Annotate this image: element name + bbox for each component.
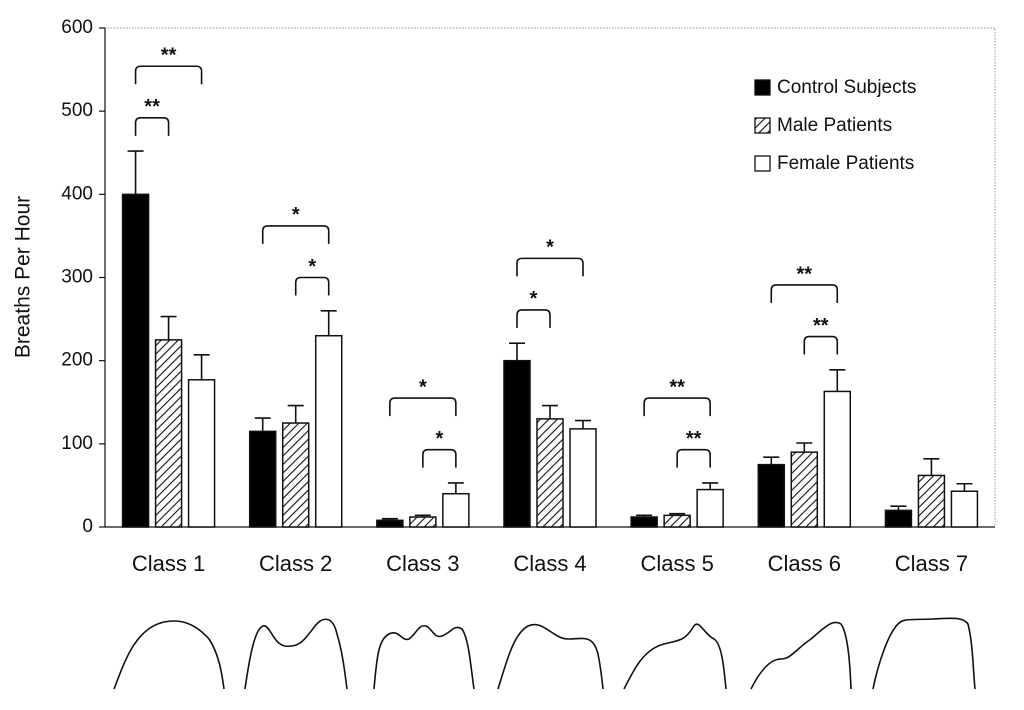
significance-bracket xyxy=(803,335,839,355)
y-tick-label: 400 xyxy=(61,183,93,204)
significance-label: ** xyxy=(813,315,829,337)
bar xyxy=(757,463,786,528)
significance-label: ** xyxy=(796,263,812,285)
bar xyxy=(917,474,946,528)
significance-bracket xyxy=(134,117,170,136)
bar xyxy=(248,430,277,528)
bar xyxy=(569,428,597,528)
bar xyxy=(281,422,310,528)
significance-label: ** xyxy=(144,96,160,118)
bar xyxy=(536,418,564,528)
bar xyxy=(154,339,183,528)
significance-label: ** xyxy=(669,376,685,398)
x-tick-label: Class 7 xyxy=(895,551,968,576)
waveform xyxy=(113,620,225,690)
significance-label: ** xyxy=(686,428,702,450)
significance-bracket xyxy=(643,397,711,417)
bar xyxy=(121,193,150,528)
waveform xyxy=(750,621,852,690)
y-tick-label: 500 xyxy=(61,100,93,121)
waveform xyxy=(623,623,727,690)
bar xyxy=(884,509,913,528)
significance-label: * xyxy=(435,428,443,450)
y-tick-label: 100 xyxy=(61,433,93,454)
x-tick-label: Class 6 xyxy=(768,551,841,576)
significance-bracket xyxy=(389,397,457,417)
bar xyxy=(503,359,531,528)
bar xyxy=(663,514,691,528)
x-tick-label: Class 4 xyxy=(513,551,586,576)
bar xyxy=(314,334,343,528)
significance-bracket xyxy=(422,448,457,468)
x-tick-label: Class 5 xyxy=(640,551,713,576)
legend-swatch xyxy=(754,79,771,96)
significance-bracket xyxy=(516,257,584,277)
y-tick-label: 200 xyxy=(61,350,93,371)
significance-bracket xyxy=(676,448,711,468)
significance-bracket xyxy=(294,276,330,296)
bar xyxy=(630,516,658,528)
bar xyxy=(376,519,404,528)
waveform xyxy=(244,618,348,690)
waveform xyxy=(373,624,475,690)
legend-swatch xyxy=(754,117,771,134)
legend-swatch xyxy=(754,155,771,172)
legend-label: Male Patients xyxy=(777,115,892,136)
x-tick-label: Class 3 xyxy=(386,551,459,576)
x-tick-label: Class 1 xyxy=(132,551,205,576)
bar xyxy=(187,379,216,528)
bar xyxy=(409,516,437,528)
waveform xyxy=(497,623,604,690)
significance-label: * xyxy=(419,376,427,398)
bar xyxy=(696,488,724,528)
significance-label: * xyxy=(308,256,316,278)
significance-label: ** xyxy=(161,45,177,67)
significance-bracket xyxy=(770,284,839,303)
waveform xyxy=(872,617,976,690)
y-tick-label: 0 xyxy=(82,516,93,537)
significance-label: * xyxy=(530,288,538,310)
y-tick-label: 300 xyxy=(61,267,93,288)
waveforms xyxy=(113,617,976,690)
bar xyxy=(950,490,979,528)
y-tick-label: 600 xyxy=(61,17,93,38)
legend-label: Control Subjects xyxy=(777,77,916,98)
x-tick-label: Class 2 xyxy=(259,551,332,576)
bar xyxy=(442,492,470,528)
legend-label: Female Patients xyxy=(777,153,914,174)
y-axis-title: Breaths Per Hour xyxy=(12,196,35,358)
significance-bracket xyxy=(516,309,551,328)
significance-bracket xyxy=(261,225,330,244)
significance-label: * xyxy=(292,204,300,226)
significance-label: * xyxy=(546,237,554,259)
bar xyxy=(823,390,852,528)
bar xyxy=(790,451,819,528)
significance-bracket xyxy=(134,65,203,85)
